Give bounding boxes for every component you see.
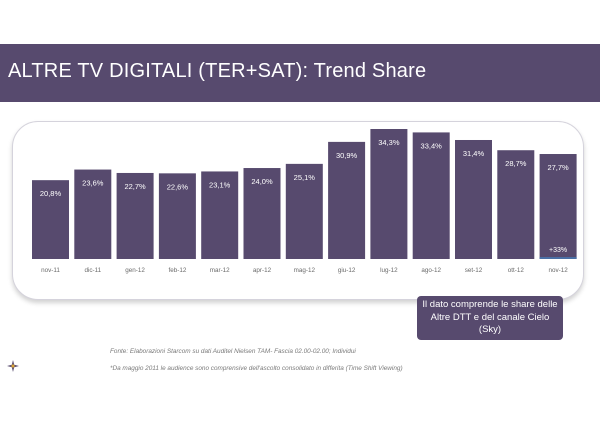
data-label: 24,0%: [251, 177, 273, 186]
data-label: 27,7%: [547, 163, 569, 172]
note-box: Il dato comprende le share delle Altre D…: [417, 296, 563, 340]
note-text: Il dato comprende le share delle Altre D…: [422, 299, 558, 336]
data-label: 22,6%: [167, 182, 189, 191]
bar-nov-11: [32, 180, 69, 259]
x-tick-label: dic-11: [84, 267, 101, 274]
data-label: 23,6%: [82, 179, 104, 188]
page-title: ALTRE TV DIGITALI (TER+SAT): Trend Share: [8, 60, 427, 82]
x-tick-label: ago-12: [421, 267, 441, 274]
bar-dic-11: [74, 169, 112, 259]
data-label: 31,4%: [463, 149, 485, 158]
x-tick-label: gen-12: [125, 267, 145, 274]
bar-feb-12: [158, 173, 196, 259]
bar-chart: 20,8% nov-11 23,6% dic-11 22,7% gen-12 22,6% fe…: [32, 129, 577, 274]
bar-nov-12: [539, 154, 577, 259]
data-label: 22,7%: [124, 182, 146, 191]
x-tick-label: apr-12: [253, 267, 272, 274]
x-tick-label: set-12: [465, 267, 483, 274]
data-label: 28,7%: [505, 159, 527, 168]
bar-giu-12: [328, 141, 366, 259]
bar-segment-small: [539, 257, 577, 259]
x-tick-label: ott-12: [508, 267, 525, 274]
x-tick-label: nov-12: [548, 267, 568, 274]
chart-panel: 20,8% nov-11 23,6% dic-11 22,7% gen-12 22,6% fe…: [12, 121, 584, 300]
bar-apr-12: [243, 168, 281, 259]
bar-mag-12: [285, 163, 323, 259]
data-label: 25,1%: [294, 173, 316, 182]
x-tick-label: mar-12: [210, 267, 230, 274]
bar-lug-12: [370, 129, 408, 259]
x-tick-label: feb-12: [168, 267, 186, 274]
data-label: 23,1%: [209, 180, 231, 189]
bar-ott-12: [497, 150, 535, 259]
x-tick-label: lug-12: [380, 267, 398, 274]
x-tick-label: nov-11: [41, 267, 60, 274]
growth-annotation: +33%: [549, 247, 567, 254]
x-tick-label: giu-12: [338, 267, 356, 274]
data-label: 34,3%: [378, 138, 400, 147]
title-bar: ALTRE TV DIGITALI (TER+SAT): Trend Share: [0, 44, 600, 102]
data-label: 30,9%: [336, 151, 358, 160]
bar-set-12: [455, 139, 492, 259]
bar-mar-12: [201, 171, 239, 259]
footnote-text: *Da maggio 2011 le audience sono compren…: [110, 365, 403, 372]
source-text: Fonte: Elaborazioni Starcom su dati Audi…: [110, 348, 356, 355]
data-label: 20,8%: [40, 189, 62, 198]
bar-gen-12: [116, 172, 154, 259]
data-label: 33,4%: [421, 141, 443, 150]
bar-ago-12: [412, 132, 450, 259]
starcom-logo-icon: [7, 360, 19, 372]
x-tick-label: mag-12: [294, 267, 316, 274]
